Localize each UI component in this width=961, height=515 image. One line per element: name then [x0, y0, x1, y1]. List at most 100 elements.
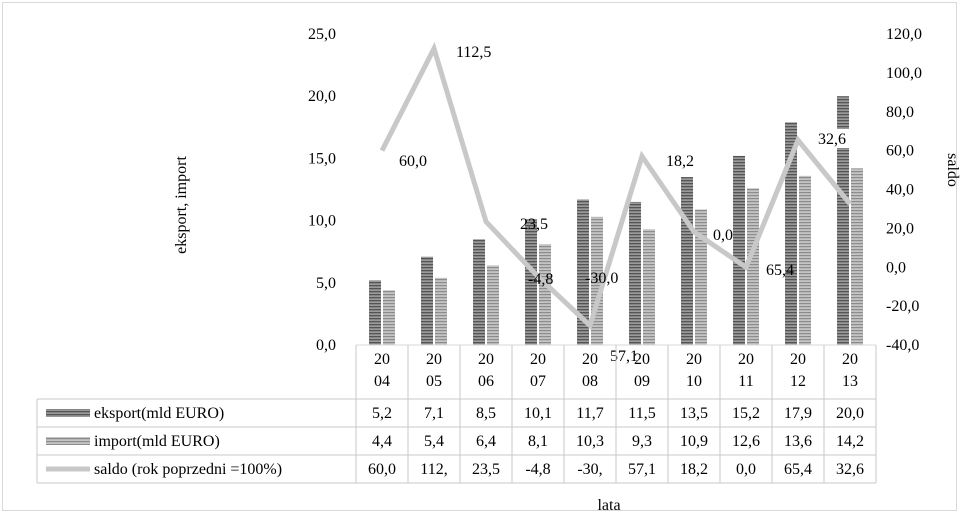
- x-tick-label-2013-b: 13: [842, 373, 858, 390]
- data-label-saldo-2012: 65,4: [766, 262, 794, 279]
- y-right-tick-label: 60,0: [886, 143, 914, 160]
- data-label-saldo-2011: 0,0: [713, 227, 733, 244]
- table-cell-saldo-2011: 0,0: [736, 461, 756, 478]
- legend-label-eksport: eksport(mld EURO): [94, 405, 224, 422]
- y-left-tick-label: 5,0: [316, 275, 336, 292]
- x-tick-label-2007-b: 07: [530, 373, 546, 390]
- series-line-saldo: [379, 41, 852, 331]
- table-cell-eksport-2006: 8,5: [476, 405, 496, 422]
- y-right-tick-label: 80,0: [886, 104, 914, 121]
- table-cell-saldo-2013: 32,6: [836, 461, 864, 478]
- legend-label-import: import(mld EURO): [94, 433, 220, 450]
- table-cell-saldo-2006: 23,5: [472, 461, 500, 478]
- table-cell-saldo-2010: 18,2: [680, 461, 708, 478]
- bar-import-2012: [799, 175, 811, 345]
- table-cell-saldo-2008: -30,: [577, 461, 602, 478]
- x-tick-label-2009-a: 20: [634, 351, 650, 368]
- y-left-tick-label: 20,0: [308, 88, 336, 105]
- y-right-tick-label: 100,0: [886, 65, 922, 82]
- table-cell-eksport-2013: 20,0: [836, 405, 864, 422]
- data-label-saldo-2013: 32,6: [818, 131, 846, 148]
- bar-import-2013: [851, 168, 863, 345]
- y-left-tick-label: 10,0: [308, 213, 336, 230]
- legend-key-eksport: [46, 409, 90, 417]
- x-tick-label-2010-a: 20: [686, 351, 702, 368]
- x-tick-label-2013-a: 20: [842, 351, 858, 368]
- table-cell-saldo-2004: 60,0: [368, 461, 396, 478]
- y-axis-right-label: saldo: [944, 153, 961, 187]
- table-cell-saldo-2007: -4,8: [525, 461, 550, 478]
- table-cell-import-2011: 12,6: [732, 433, 760, 450]
- data-label-saldo-2006: 23,5: [520, 216, 548, 233]
- data-label-saldo-2007: -4,8: [528, 271, 553, 288]
- y-right-tick-label: 40,0: [886, 182, 914, 199]
- table-cell-eksport-2004: 5,2: [372, 405, 392, 422]
- table-cell-eksport-2008: 11,7: [576, 405, 603, 422]
- bar-eksport-2012: [785, 122, 797, 345]
- y-left-tick-label: 15,0: [308, 150, 336, 167]
- x-tick-label-2008-b: 08: [582, 373, 598, 390]
- bar-import-2007: [539, 244, 551, 345]
- data-label-saldo-2004: 60,0: [399, 153, 427, 170]
- table-cell-eksport-2007: 10,1: [524, 405, 552, 422]
- x-tick-label-2012-b: 12: [790, 373, 806, 390]
- x-tick-label-2006-a: 20: [478, 351, 494, 368]
- table-cell-import-2010: 10,9: [680, 433, 708, 450]
- table-cell-import-2004: 4,4: [372, 433, 392, 450]
- table-cell-import-2005: 5,4: [424, 433, 444, 450]
- bar-eksport-2004: [369, 280, 381, 345]
- x-tick-label-2012-a: 20: [790, 351, 806, 368]
- x-tick-label-2009-b: 09: [634, 373, 650, 390]
- y-left-tick-label: 0,0: [316, 337, 336, 354]
- x-tick-label-2005-b: 05: [426, 373, 442, 390]
- table-cell-import-2007: 8,1: [528, 433, 548, 450]
- y-axis-left-label: eksport, import: [173, 156, 190, 254]
- legend-label-saldo: saldo (rok poprzedni =100%): [94, 461, 282, 478]
- y-left-tick-label: 25,0: [308, 26, 336, 43]
- data-label-saldo-2005: 112,5: [456, 44, 491, 61]
- x-tick-label-2008-a: 20: [582, 351, 598, 368]
- bar-import-2011: [747, 188, 759, 345]
- bar-import-2010: [695, 209, 707, 345]
- bar-import-2009: [643, 229, 655, 345]
- x-tick-label-2007-a: 20: [530, 351, 546, 368]
- y-right-tick-label: 20,0: [886, 220, 914, 237]
- data-label-saldo-2008: -30,0: [585, 270, 618, 287]
- bar-eksport-2007: [525, 219, 537, 345]
- bar-eksport-2009: [629, 201, 641, 345]
- y-right-tick-label: -40,0: [886, 337, 919, 354]
- x-tick-label-2004-b: 04: [374, 373, 390, 390]
- table-cell-import-2008: 10,3: [576, 433, 604, 450]
- x-tick-label-2004-a: 20: [374, 351, 390, 368]
- bar-eksport-2013: [837, 96, 849, 345]
- table-cell-saldo-2005: 112,: [420, 461, 447, 478]
- x-tick-label-2011-b: 11: [738, 373, 753, 390]
- x-tick-label-2006-b: 06: [478, 373, 494, 390]
- table-cell-import-2009: 9,3: [632, 433, 652, 450]
- bar-eksport-2010: [681, 177, 693, 345]
- y-right-tick-label: 0,0: [886, 259, 906, 276]
- x-axis-label: lata: [597, 497, 620, 514]
- bar-import-2006: [487, 265, 499, 345]
- bar-eksport-2005: [421, 256, 433, 345]
- table-cell-eksport-2012: 17,9: [784, 405, 812, 422]
- table-cell-import-2006: 6,4: [476, 433, 496, 450]
- data-label-saldo-bg: [816, 129, 860, 148]
- table-cell-import-2012: 13,6: [784, 433, 812, 450]
- bar-eksport-2008: [577, 199, 589, 345]
- table-cell-eksport-2010: 13,5: [680, 405, 708, 422]
- y-right-tick-label: -20,0: [886, 298, 919, 315]
- table-cell-saldo-2009: 57,1: [628, 461, 656, 478]
- table-cell-eksport-2005: 7,1: [424, 405, 444, 422]
- bar-import-2004: [383, 290, 395, 345]
- y-right-tick-label: 120,0: [886, 26, 922, 43]
- table-cell-eksport-2009: 11,5: [628, 405, 655, 422]
- table-cell-import-2013: 14,2: [836, 433, 864, 450]
- x-tick-label-2010-b: 10: [686, 373, 702, 390]
- table-cell-eksport-2011: 15,2: [732, 405, 760, 422]
- data-label-saldo-2010: 18,2: [666, 153, 694, 170]
- x-tick-label-2011-a: 20: [738, 351, 754, 368]
- bar-eksport-2006: [473, 239, 485, 345]
